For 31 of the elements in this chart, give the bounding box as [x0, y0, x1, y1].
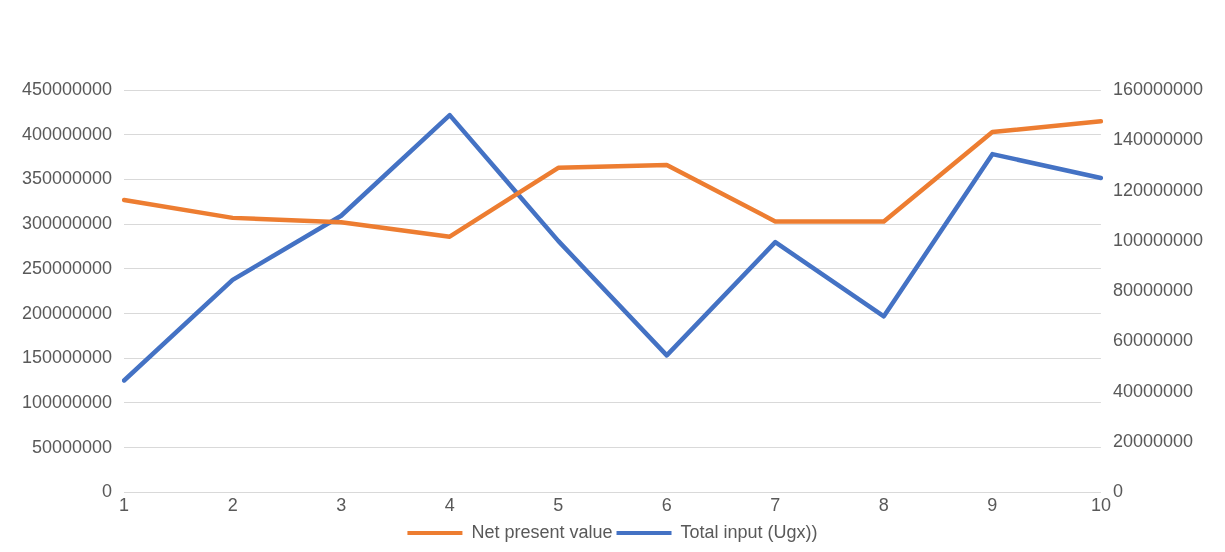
y-tick-label: 150000000: [21, 347, 113, 368]
y-tick-label: 400000000: [21, 123, 113, 144]
x-tick-label: 6: [661, 495, 672, 516]
y-tick-label: 50000000: [32, 436, 113, 457]
x-tick-label: 4: [444, 495, 455, 516]
x-tick-label: 7: [770, 495, 781, 516]
y-tick-label: 200000000: [21, 302, 113, 323]
y2-tick-label: 20000000: [1112, 431, 1193, 452]
y-tick-label: 300000000: [21, 213, 113, 234]
x-tick-label: 5: [553, 495, 564, 516]
y-tick-label: 450000000: [21, 78, 113, 99]
x-tick-label: 9: [987, 495, 998, 516]
x-tick-label: 1: [119, 495, 130, 516]
y-tick-label: 250000000: [21, 257, 113, 278]
x-tick-label: 10: [1090, 495, 1111, 516]
y2-tick-label: 140000000: [1112, 129, 1204, 150]
y2-tick-label: 60000000: [1112, 330, 1193, 351]
x-tick-label: 8: [878, 495, 889, 516]
x-tick-label: 3: [336, 495, 347, 516]
y2-tick-label: 40000000: [1112, 380, 1193, 401]
y-tick-label: 350000000: [21, 168, 113, 189]
legend-label: Total input (Ugx)): [680, 521, 818, 542]
y-tick-label: 100000000: [21, 391, 113, 412]
y2-tick-label: 0: [1112, 481, 1123, 502]
x-tick-label: 2: [227, 495, 238, 516]
y2-tick-label: 100000000: [1112, 229, 1204, 250]
y-tick-label: 0: [102, 481, 113, 502]
y2-tick-label: 120000000: [1112, 179, 1204, 200]
y2-tick-label: 160000000: [1112, 78, 1204, 99]
y2-tick-label: 80000000: [1112, 280, 1193, 301]
legend-label: Net present value: [471, 521, 613, 542]
